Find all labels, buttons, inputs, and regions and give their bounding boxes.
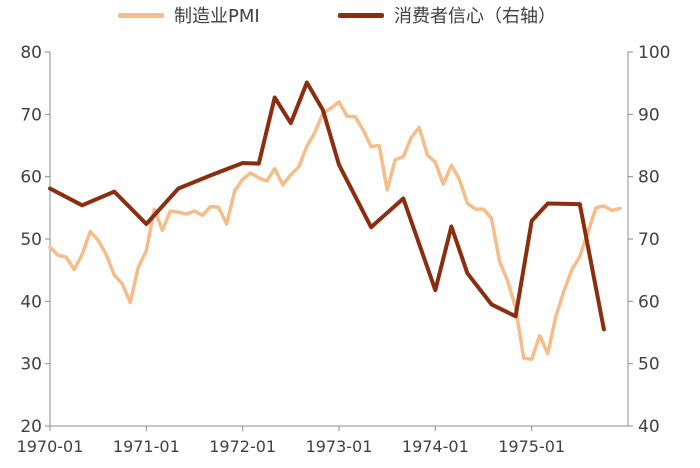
y-right-tick-label: 40 [638,417,660,437]
legend-swatch-pmi [118,12,164,18]
series-line-pmi [48,100,622,362]
series-line-consumer-confidence [48,80,606,332]
y-right-tick-label: 100 [638,43,670,63]
legend-label-consumer-confidence: 消费者信心（右轴） [394,6,556,27]
x-tick-label: 1974-01 [402,437,469,456]
x-tick-label: 1970-01 [17,437,84,456]
x-tick-label: 1973-01 [306,437,373,456]
legend-item-pmi: 制造业PMI [118,2,260,28]
y-right-tick-label: 70 [638,230,660,250]
y-right-tick-label: 50 [638,355,660,375]
legend: 制造业PMI 消费者信心（右轴） [0,2,700,30]
y-left-tick-label: 30 [20,355,42,375]
x-tick-label: 1971-01 [113,437,180,456]
x-tick-label: 1975-01 [498,437,565,456]
y-left-tick-label: 20 [20,417,42,437]
legend-swatch-consumer-confidence [338,12,384,18]
y-right-tick-label: 80 [638,168,660,188]
y-left-tick-label: 70 [20,105,42,125]
y-left-tick-label: 60 [20,168,42,188]
y-left-tick-label: 80 [20,43,42,63]
y-right-tick-label: 60 [638,292,660,312]
y-left-tick-label: 40 [20,292,42,312]
legend-item-consumer-confidence: 消费者信心（右轴） [338,2,556,28]
y-right-tick-label: 90 [638,105,660,125]
x-tick-label: 1972-01 [209,437,276,456]
y-left-tick-label: 50 [20,230,42,250]
legend-label-pmi: 制造业PMI [174,6,260,27]
